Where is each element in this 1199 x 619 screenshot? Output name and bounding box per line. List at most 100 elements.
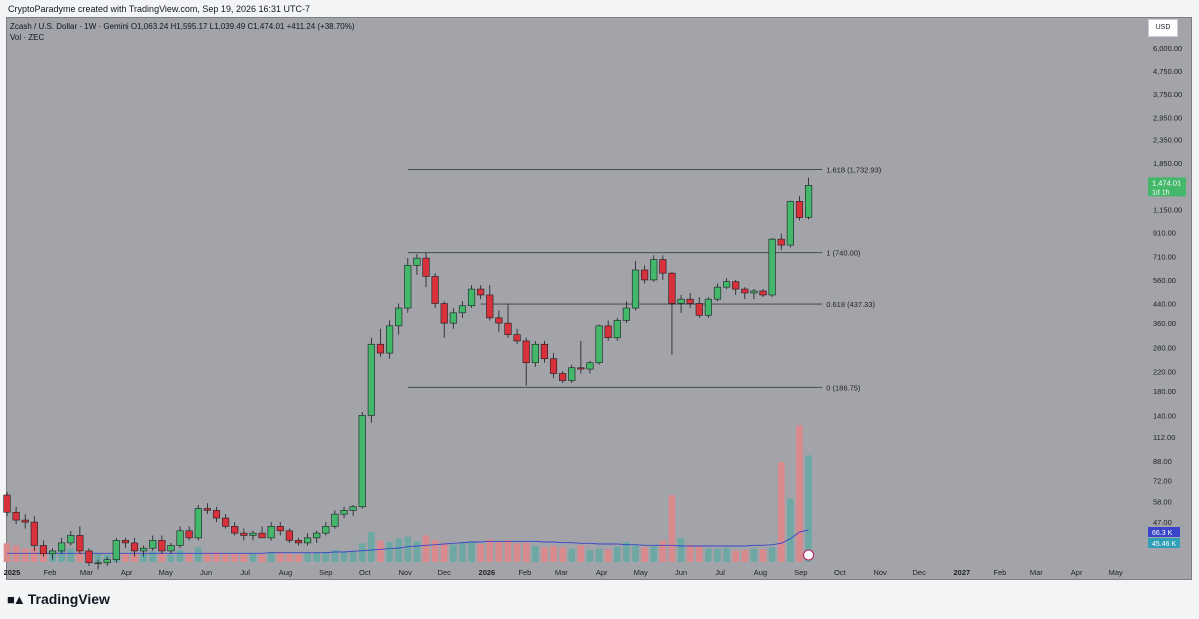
- candle: [349, 504, 357, 517]
- candle: [385, 320, 394, 359]
- candle: [103, 556, 111, 566]
- x-tick-label: May: [634, 568, 648, 577]
- candle-body: [477, 288, 485, 296]
- y-tick-label: 560.00: [1153, 276, 1176, 285]
- candle: [559, 371, 567, 384]
- x-tick-label: 2026: [479, 568, 496, 577]
- volume-bar: [295, 554, 302, 562]
- y-tick-label: 72.00: [1153, 476, 1172, 485]
- currency-button[interactable]: USD: [1148, 19, 1178, 37]
- candle: [322, 522, 330, 536]
- volume-bar: [768, 547, 776, 562]
- volume-bar: [559, 547, 566, 562]
- candle: [30, 516, 38, 551]
- y-tick-label: 220.00: [1153, 367, 1176, 376]
- x-tick-label: Feb: [518, 568, 531, 577]
- candle: [704, 297, 712, 318]
- volume-bar: [686, 544, 694, 562]
- x-tick-label: Mar: [80, 568, 93, 577]
- volume-bar: [122, 554, 129, 562]
- candle: [750, 289, 758, 300]
- candle: [67, 530, 75, 546]
- candle: [358, 412, 366, 509]
- volume-bar: [504, 540, 512, 562]
- candle-body: [704, 298, 712, 316]
- candle: [304, 533, 312, 546]
- volume-bar: [176, 550, 184, 562]
- candle: [513, 328, 521, 345]
- candle-body: [21, 519, 29, 523]
- y-tick-label: 2,950.00: [1153, 114, 1182, 123]
- volume-bar: [94, 554, 102, 562]
- candle-body: [495, 317, 503, 324]
- candle: [477, 285, 485, 300]
- fib-level-label: 0 (186.75): [826, 383, 861, 392]
- candle-body: [586, 362, 594, 370]
- y-tick-label: 180.00: [1153, 387, 1176, 396]
- candle: [668, 271, 676, 355]
- volume-bar: [404, 536, 412, 562]
- volume-bar: [131, 553, 138, 562]
- candle: [294, 537, 303, 546]
- candle: [777, 233, 785, 251]
- candle: [395, 303, 403, 335]
- candle-body: [650, 259, 658, 281]
- candle: [12, 506, 20, 525]
- candle-body: [668, 272, 676, 304]
- y-tick-label: 112.00: [1153, 433, 1175, 442]
- candle: [158, 535, 166, 554]
- candle-body: [331, 513, 339, 527]
- candle-body: [641, 269, 649, 281]
- candle-body: [67, 535, 75, 544]
- fib-level-label: 0.618 (437.33): [826, 300, 875, 309]
- volume-layer: [3, 425, 812, 562]
- volume-bar: [532, 546, 539, 562]
- volume-bar: [413, 541, 421, 562]
- volume-bar: [787, 498, 794, 562]
- volume-bar: [304, 553, 311, 562]
- candle: [741, 287, 749, 300]
- candle: [21, 514, 29, 529]
- chart-event-icon[interactable]: [803, 549, 815, 561]
- candle: [804, 177, 813, 220]
- x-tick-label: Mar: [1030, 568, 1043, 577]
- y-tick-label: 47.00: [1153, 518, 1172, 527]
- volume-bar: [750, 548, 758, 562]
- volume-bar: [732, 550, 739, 562]
- candle-body: [203, 508, 211, 511]
- candle-body: [249, 532, 257, 536]
- y-tick-label: 2,350.00: [1153, 136, 1182, 145]
- candle-body: [48, 550, 57, 555]
- candle-body: [12, 511, 20, 521]
- candle: [686, 292, 694, 309]
- candle: [176, 526, 184, 549]
- volume-bar: [267, 552, 275, 562]
- candle: [39, 540, 48, 557]
- volume-bar: [158, 553, 166, 562]
- candle-body: [322, 526, 330, 534]
- candle: [504, 303, 512, 338]
- candle-body: [222, 517, 230, 527]
- candle-body: [294, 540, 303, 544]
- volume-bar: [313, 552, 320, 562]
- volume-bar: [459, 542, 466, 562]
- candle: [613, 317, 621, 341]
- candle-body: [285, 530, 293, 541]
- chart-pane[interactable]: [6, 17, 1192, 580]
- candle-body: [395, 307, 403, 327]
- volume-bar: [586, 550, 594, 562]
- candle: [48, 548, 57, 560]
- candle-body: [559, 373, 567, 381]
- volume-bar: [276, 552, 284, 562]
- last-price-tag: [1148, 177, 1186, 197]
- candle: [413, 254, 421, 275]
- volume-bar: [258, 554, 266, 562]
- volume-bar: [213, 552, 220, 562]
- volume-bar: [331, 550, 339, 562]
- candle: [340, 506, 348, 519]
- candle: [94, 559, 102, 570]
- candle: [677, 294, 685, 313]
- y-tick-label: 360.00: [1153, 319, 1176, 328]
- candle-body: [185, 530, 193, 539]
